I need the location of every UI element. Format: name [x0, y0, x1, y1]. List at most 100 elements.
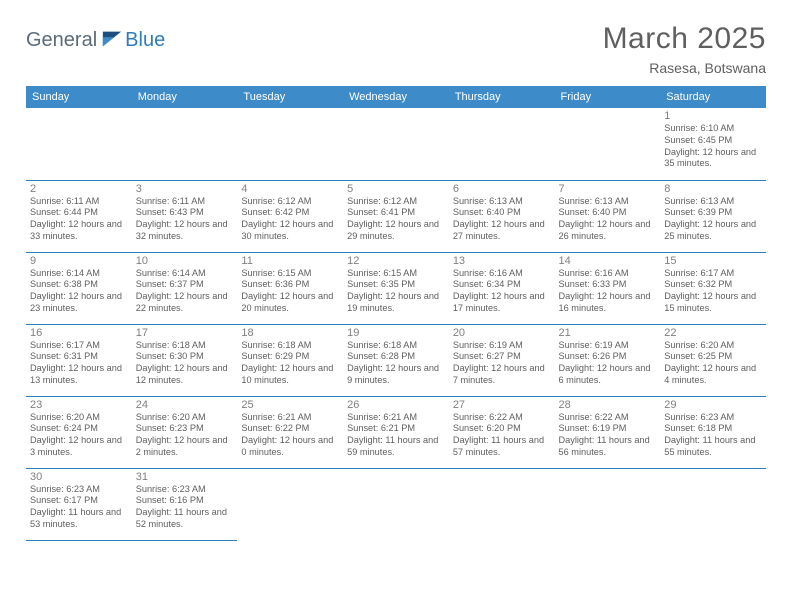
- sunset-text: Sunset: 6:18 PM: [664, 423, 762, 435]
- sunset-text: Sunset: 6:37 PM: [136, 279, 234, 291]
- calendar-cell: [26, 108, 132, 180]
- title-block: March 2025 Rasesa, Botswana: [603, 22, 766, 76]
- daylight-text: Daylight: 11 hours and 56 minutes.: [559, 435, 657, 459]
- calendar-cell: 10Sunrise: 6:14 AMSunset: 6:37 PMDayligh…: [132, 252, 238, 324]
- sunrise-text: Sunrise: 6:20 AM: [136, 412, 234, 424]
- sunrise-text: Sunrise: 6:13 AM: [664, 196, 762, 208]
- daylight-text: Daylight: 12 hours and 26 minutes.: [559, 219, 657, 243]
- daylight-text: Daylight: 12 hours and 33 minutes.: [30, 219, 128, 243]
- calendar-cell: 15Sunrise: 6:17 AMSunset: 6:32 PMDayligh…: [660, 252, 766, 324]
- sunrise-text: Sunrise: 6:17 AM: [30, 340, 128, 352]
- sunrise-text: Sunrise: 6:12 AM: [347, 196, 445, 208]
- day-info: Sunrise: 6:13 AMSunset: 6:39 PMDaylight:…: [664, 196, 762, 243]
- day-info: Sunrise: 6:16 AMSunset: 6:34 PMDaylight:…: [453, 268, 551, 315]
- day-info: Sunrise: 6:18 AMSunset: 6:29 PMDaylight:…: [241, 340, 339, 387]
- daylight-text: Daylight: 12 hours and 32 minutes.: [136, 219, 234, 243]
- day-info: Sunrise: 6:18 AMSunset: 6:28 PMDaylight:…: [347, 340, 445, 387]
- calendar-cell: 25Sunrise: 6:21 AMSunset: 6:22 PMDayligh…: [237, 396, 343, 468]
- day-info: Sunrise: 6:12 AMSunset: 6:41 PMDaylight:…: [347, 196, 445, 243]
- weekday-header: Thursday: [449, 86, 555, 108]
- daylight-text: Daylight: 11 hours and 52 minutes.: [136, 507, 234, 531]
- sunset-text: Sunset: 6:20 PM: [453, 423, 551, 435]
- day-info: Sunrise: 6:23 AMSunset: 6:16 PMDaylight:…: [136, 484, 234, 531]
- calendar-cell: [449, 468, 555, 540]
- day-number: 16: [30, 327, 128, 339]
- daylight-text: Daylight: 11 hours and 53 minutes.: [30, 507, 128, 531]
- day-info: Sunrise: 6:14 AMSunset: 6:37 PMDaylight:…: [136, 268, 234, 315]
- sunrise-text: Sunrise: 6:13 AM: [453, 196, 551, 208]
- sunset-text: Sunset: 6:40 PM: [559, 207, 657, 219]
- day-info: Sunrise: 6:17 AMSunset: 6:31 PMDaylight:…: [30, 340, 128, 387]
- daylight-text: Daylight: 12 hours and 30 minutes.: [241, 219, 339, 243]
- weekday-header: Tuesday: [237, 86, 343, 108]
- sunset-text: Sunset: 6:32 PM: [664, 279, 762, 291]
- calendar-cell: [555, 468, 661, 540]
- day-info: Sunrise: 6:21 AMSunset: 6:21 PMDaylight:…: [347, 412, 445, 459]
- sunrise-text: Sunrise: 6:19 AM: [453, 340, 551, 352]
- calendar-cell: 31Sunrise: 6:23 AMSunset: 6:16 PMDayligh…: [132, 468, 238, 540]
- sunrise-text: Sunrise: 6:18 AM: [241, 340, 339, 352]
- day-info: Sunrise: 6:20 AMSunset: 6:24 PMDaylight:…: [30, 412, 128, 459]
- sunrise-text: Sunrise: 6:14 AM: [136, 268, 234, 280]
- day-number: 28: [559, 399, 657, 411]
- sunrise-text: Sunrise: 6:11 AM: [30, 196, 128, 208]
- calendar-cell: [132, 108, 238, 180]
- daylight-text: Daylight: 12 hours and 15 minutes.: [664, 291, 762, 315]
- page-title: March 2025: [603, 22, 766, 56]
- calendar-row: 30Sunrise: 6:23 AMSunset: 6:17 PMDayligh…: [26, 468, 766, 540]
- sunset-text: Sunset: 6:25 PM: [664, 351, 762, 363]
- weekday-header: Monday: [132, 86, 238, 108]
- calendar-cell: 24Sunrise: 6:20 AMSunset: 6:23 PMDayligh…: [132, 396, 238, 468]
- sunset-text: Sunset: 6:24 PM: [30, 423, 128, 435]
- daylight-text: Daylight: 12 hours and 20 minutes.: [241, 291, 339, 315]
- day-info: Sunrise: 6:11 AMSunset: 6:44 PMDaylight:…: [30, 196, 128, 243]
- logo: General Blue: [26, 22, 165, 52]
- day-number: 24: [136, 399, 234, 411]
- day-info: Sunrise: 6:23 AMSunset: 6:18 PMDaylight:…: [664, 412, 762, 459]
- day-info: Sunrise: 6:17 AMSunset: 6:32 PMDaylight:…: [664, 268, 762, 315]
- daylight-text: Daylight: 12 hours and 3 minutes.: [30, 435, 128, 459]
- calendar-cell: [237, 468, 343, 540]
- daylight-text: Daylight: 12 hours and 2 minutes.: [136, 435, 234, 459]
- day-info: Sunrise: 6:18 AMSunset: 6:30 PMDaylight:…: [136, 340, 234, 387]
- sunrise-text: Sunrise: 6:18 AM: [136, 340, 234, 352]
- calendar-cell: 1Sunrise: 6:10 AMSunset: 6:45 PMDaylight…: [660, 108, 766, 180]
- calendar-cell: 27Sunrise: 6:22 AMSunset: 6:20 PMDayligh…: [449, 396, 555, 468]
- calendar-cell: 21Sunrise: 6:19 AMSunset: 6:26 PMDayligh…: [555, 324, 661, 396]
- calendar-cell: [343, 108, 449, 180]
- page-subtitle: Rasesa, Botswana: [603, 60, 766, 76]
- sunrise-text: Sunrise: 6:16 AM: [559, 268, 657, 280]
- sunrise-text: Sunrise: 6:15 AM: [347, 268, 445, 280]
- sunset-text: Sunset: 6:28 PM: [347, 351, 445, 363]
- sunset-text: Sunset: 6:19 PM: [559, 423, 657, 435]
- sunset-text: Sunset: 6:30 PM: [136, 351, 234, 363]
- sunrise-text: Sunrise: 6:23 AM: [664, 412, 762, 424]
- daylight-text: Daylight: 12 hours and 9 minutes.: [347, 363, 445, 387]
- day-info: Sunrise: 6:13 AMSunset: 6:40 PMDaylight:…: [559, 196, 657, 243]
- sunset-text: Sunset: 6:39 PM: [664, 207, 762, 219]
- day-number: 8: [664, 183, 762, 195]
- daylight-text: Daylight: 12 hours and 19 minutes.: [347, 291, 445, 315]
- sunrise-text: Sunrise: 6:18 AM: [347, 340, 445, 352]
- day-number: 2: [30, 183, 128, 195]
- calendar-cell: [449, 108, 555, 180]
- calendar-table: Sunday Monday Tuesday Wednesday Thursday…: [26, 86, 766, 541]
- day-number: 11: [241, 255, 339, 267]
- day-number: 20: [453, 327, 551, 339]
- day-info: Sunrise: 6:14 AMSunset: 6:38 PMDaylight:…: [30, 268, 128, 315]
- sunset-text: Sunset: 6:22 PM: [241, 423, 339, 435]
- weekday-header: Wednesday: [343, 86, 449, 108]
- day-info: Sunrise: 6:15 AMSunset: 6:36 PMDaylight:…: [241, 268, 339, 315]
- calendar-cell: [660, 468, 766, 540]
- calendar-cell: 11Sunrise: 6:15 AMSunset: 6:36 PMDayligh…: [237, 252, 343, 324]
- day-number: 14: [559, 255, 657, 267]
- calendar-cell: 16Sunrise: 6:17 AMSunset: 6:31 PMDayligh…: [26, 324, 132, 396]
- calendar-row: 23Sunrise: 6:20 AMSunset: 6:24 PMDayligh…: [26, 396, 766, 468]
- calendar-cell: 18Sunrise: 6:18 AMSunset: 6:29 PMDayligh…: [237, 324, 343, 396]
- day-number: 23: [30, 399, 128, 411]
- sunrise-text: Sunrise: 6:20 AM: [30, 412, 128, 424]
- daylight-text: Daylight: 12 hours and 29 minutes.: [347, 219, 445, 243]
- sunset-text: Sunset: 6:17 PM: [30, 495, 128, 507]
- weekday-header: Friday: [555, 86, 661, 108]
- daylight-text: Daylight: 12 hours and 23 minutes.: [30, 291, 128, 315]
